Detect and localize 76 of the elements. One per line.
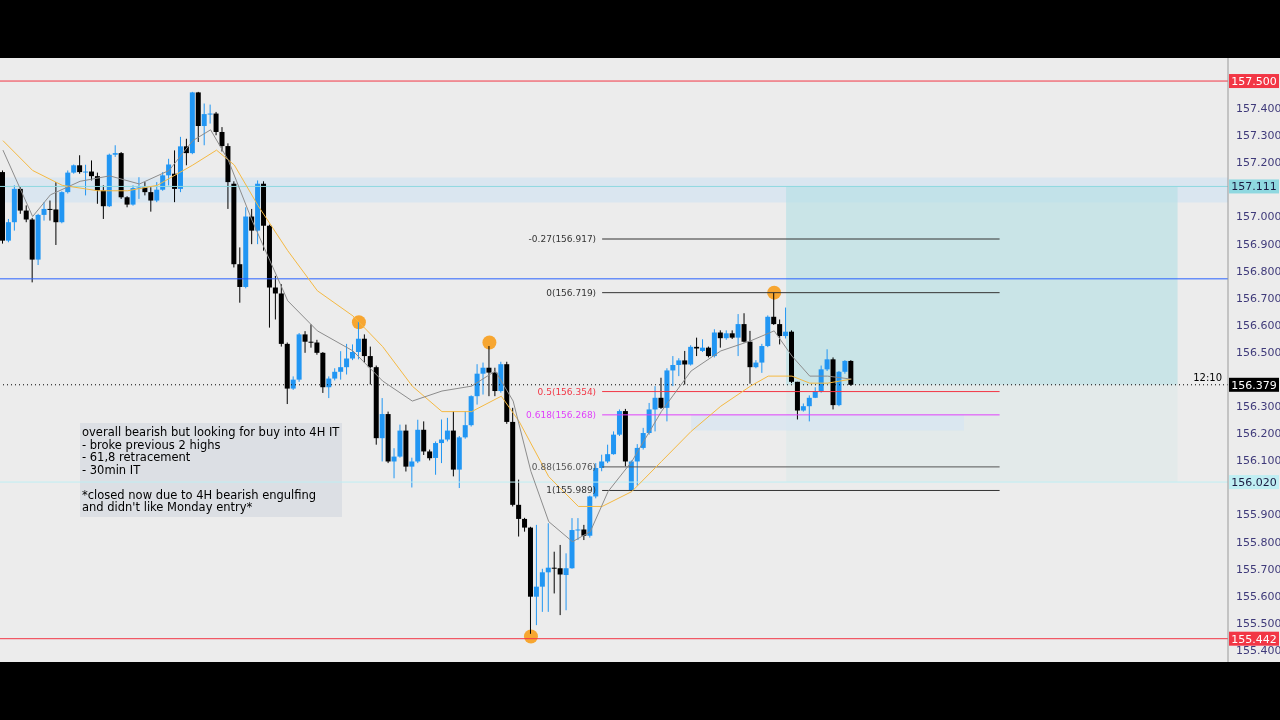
ref-line-label: 0(156.719) <box>546 287 597 298</box>
candlestick <box>605 444 611 464</box>
ref-line-label: 157.500 <box>1231 75 1277 89</box>
y-tick-label: 155.600 <box>1236 589 1280 603</box>
candlestick <box>741 312 747 344</box>
candlestick <box>652 385 658 432</box>
candlestick <box>759 343 765 374</box>
candlestick <box>688 344 694 367</box>
candlestick <box>735 313 741 357</box>
candlestick <box>421 420 427 456</box>
ref-line-label: 0.618(156.268) <box>526 409 597 420</box>
candlestick <box>326 375 332 399</box>
candlestick <box>575 517 581 541</box>
candlestick <box>100 184 106 220</box>
y-tick-label: 156.600 <box>1236 318 1280 332</box>
y-tick-label: 155.800 <box>1236 535 1280 549</box>
y-tick-label: 156.800 <box>1236 264 1280 278</box>
candlestick <box>539 568 545 613</box>
y-tick-label: 157.200 <box>1236 156 1280 170</box>
candlestick <box>433 440 439 476</box>
point <box>482 335 497 350</box>
candlestick <box>444 417 450 442</box>
y-tick-label: 157.400 <box>1236 102 1280 116</box>
candlestick <box>237 246 243 304</box>
candlestick <box>302 330 308 354</box>
candlestick <box>611 430 617 456</box>
candlestick <box>130 184 136 207</box>
candlestick <box>219 126 225 152</box>
candlestick <box>154 181 160 203</box>
candlestick <box>213 111 219 136</box>
candlestick <box>771 292 777 326</box>
candlestick <box>17 186 23 215</box>
candlestick <box>344 343 350 375</box>
candlestick <box>806 394 812 422</box>
y-tick-label: 155.500 <box>1236 616 1280 630</box>
y-tick-label: 155.900 <box>1236 508 1280 522</box>
candlestick <box>355 320 361 360</box>
ref-line-label: 156.020 <box>1231 476 1277 490</box>
candlestick <box>783 307 789 339</box>
candlestick <box>83 164 89 196</box>
candlestick <box>409 457 415 488</box>
ref-line-label: 0.5(156.354) <box>537 386 597 397</box>
candlestick <box>533 524 539 626</box>
annotation: 12:10 <box>1193 371 1222 383</box>
candlestick <box>670 355 676 387</box>
ref-line-label: 156.379 <box>1231 378 1277 392</box>
y-tick-label: 156.300 <box>1236 400 1280 414</box>
candlestick <box>308 323 314 349</box>
candlestick <box>361 333 367 364</box>
text: overall bearish but looking for buy into 4H IT - broke previous 2 highs - 61,8 retracement - 30min IT *closed now due to 4H bearish engulfing and didn't like Monday entry* <box>82 425 340 514</box>
y-tick-label: 156.200 <box>1236 427 1280 441</box>
y-tick-label: 155.400 <box>1236 643 1280 657</box>
candlestick <box>462 410 468 440</box>
candlestick <box>5 218 11 243</box>
candlestick <box>616 408 622 437</box>
y-tick-label: 156.100 <box>1236 454 1280 468</box>
ref-line-label: 155.442 <box>1231 632 1277 646</box>
candlestick <box>41 201 47 222</box>
y-tick-label: 155.700 <box>1236 562 1280 576</box>
y-tick-label: 157.300 <box>1236 129 1280 143</box>
candlestick <box>563 552 569 611</box>
candlestick <box>777 318 783 345</box>
y-tick-label: 156.700 <box>1236 291 1280 305</box>
y-tick-label: 156.900 <box>1236 237 1280 251</box>
candlestick <box>77 154 83 175</box>
y-tick-label: 156.500 <box>1236 345 1280 359</box>
y-tick-label: 157.000 <box>1236 210 1280 224</box>
candlestick <box>148 186 154 213</box>
candlestick <box>711 328 717 358</box>
candlestick <box>516 479 522 538</box>
candlestick <box>581 524 587 541</box>
candlestick <box>824 348 830 372</box>
ref-line-label: -0.27(156.917) <box>528 234 597 245</box>
candlestick <box>480 362 486 396</box>
ref-line-label: 157.111 <box>1231 180 1277 194</box>
candlestick <box>338 350 344 381</box>
